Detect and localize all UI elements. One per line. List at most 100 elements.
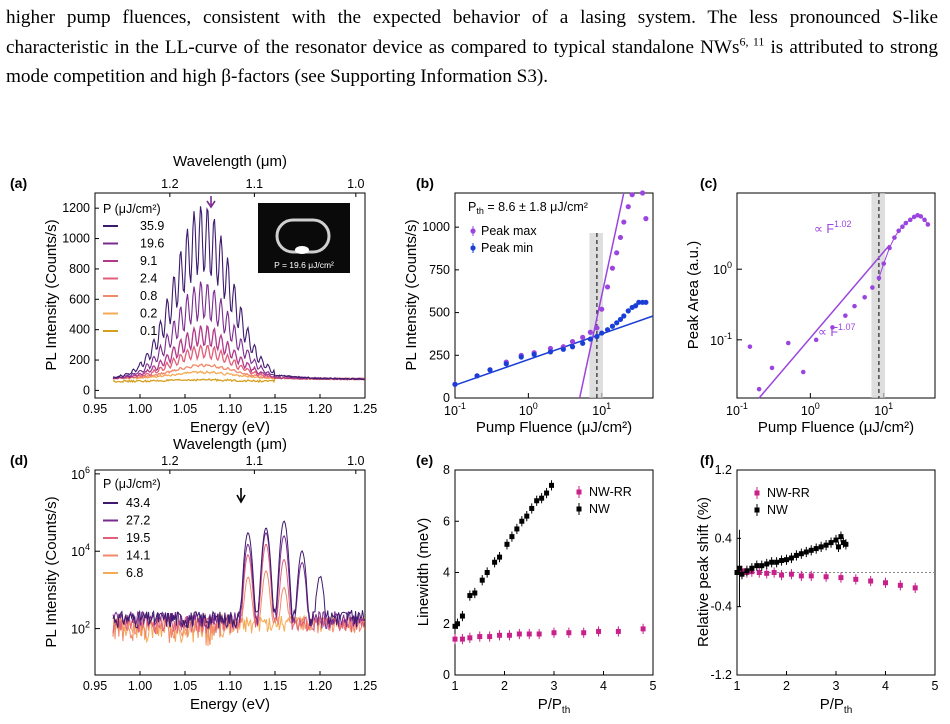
c-data-point (769, 365, 775, 371)
f-data-point (818, 544, 824, 550)
d-top-xlabel: Wavelength (μm) (173, 436, 287, 453)
f-data-point (749, 565, 755, 571)
b-xtick-label: 100 (519, 401, 538, 418)
d-ytick-label: 104 (71, 542, 90, 559)
b-data-point (629, 192, 635, 198)
b-ytick-label: 0 (443, 391, 450, 405)
d-legend-entry: 19.5 (126, 531, 150, 545)
e-data-point (497, 554, 503, 560)
e-data-point (472, 590, 478, 596)
b-data-point (643, 216, 649, 222)
b-data-point (599, 330, 605, 336)
d-top-tick-label: 1.1 (246, 454, 263, 468)
e-data-point (529, 505, 535, 511)
f-xtick-label: 5 (932, 679, 939, 693)
b-ytick-label: 1000 (422, 220, 450, 234)
e-ytick-label: 0 (443, 668, 450, 682)
e-xlabel: P/Pth (538, 696, 571, 716)
b-xtick-label: 10-1 (444, 401, 466, 418)
f-data-point (764, 561, 770, 567)
a-legend-title: P (μJ/cm²) (103, 202, 161, 216)
a-xtick-label: 1.15 (263, 402, 287, 416)
c-data-point (785, 340, 791, 346)
f-data-point (736, 565, 742, 571)
f-xtick-label: 2 (783, 679, 790, 693)
e-ytick-label: 8 (443, 463, 450, 477)
a-top-tick-label: 1.0 (347, 177, 364, 191)
d-xtick-label: 1.15 (263, 679, 287, 693)
f-data-point (838, 575, 844, 581)
f-data-point (744, 568, 750, 574)
f-data-point (756, 570, 762, 575)
b-data-point (609, 265, 616, 271)
a-xtick-label: 0.95 (83, 402, 107, 416)
b-data-point (609, 323, 616, 329)
e-data-point (640, 626, 646, 632)
d-xtick-label: 1.25 (353, 679, 377, 693)
c-data-line (878, 214, 929, 279)
b-data-point (614, 320, 620, 326)
e-data-point (479, 577, 485, 583)
b-data-point (474, 373, 480, 379)
b-data-point (503, 361, 509, 367)
panel-label-c: (c) (700, 175, 717, 191)
e-data-point (516, 631, 522, 637)
b-legend-entry: Peak min (481, 241, 533, 255)
frame-b (454, 192, 654, 399)
e-data-point (596, 628, 602, 634)
e-legend-entry: NW (589, 502, 610, 516)
e-data-point (459, 636, 465, 642)
f-data-point (788, 571, 794, 577)
e-ytick-label: 2 (443, 617, 450, 631)
c-xtick-label: 100 (801, 401, 820, 418)
a-xtick-label: 1.10 (218, 402, 242, 416)
a-xlabel: Energy (eV) (190, 419, 270, 436)
b-threshold-band (589, 233, 603, 398)
f-data-point (843, 541, 849, 547)
e-data-point (526, 631, 532, 637)
b-data-point (531, 351, 537, 358)
e-ytick-label: 6 (443, 514, 450, 528)
f-data-point (798, 551, 804, 557)
inset-label: P = 19.6 μJ/cm² (274, 260, 334, 270)
f-ylabel: Relative peak shift (%) (695, 497, 712, 647)
b-data-point (452, 381, 458, 387)
a-series-line (112, 206, 365, 381)
f-data-point (828, 540, 834, 546)
f-data-point (868, 578, 874, 584)
b-data-point (547, 349, 554, 355)
a-ytick-label: 1000 (62, 232, 90, 246)
b-data-point (569, 344, 576, 350)
d-xtick-label: 1.20 (308, 679, 332, 693)
b-data-point (625, 308, 631, 314)
e-data-point (615, 628, 621, 634)
a-ytick-label: 0 (83, 383, 90, 397)
d-series-line (112, 532, 365, 630)
e-data-point (519, 518, 525, 524)
e-data-point (497, 632, 503, 638)
e-xtick-label: 1 (452, 679, 459, 693)
d-top-tick-label: 1.0 (347, 454, 364, 468)
a-legend-entry: 0.8 (140, 289, 157, 303)
a-legend-entry: 35.9 (140, 219, 164, 233)
a-legend-entry: 2.4 (140, 272, 157, 286)
f-data-point (823, 542, 829, 548)
body-paragraph: higher pump fluences, consistent with th… (6, 3, 938, 92)
b-data-point (617, 316, 624, 323)
f-data-point (734, 570, 740, 575)
a-xtick-label: 1.00 (128, 402, 152, 416)
e-data-point (524, 513, 530, 519)
inset-image (258, 203, 350, 273)
e-data-point (509, 534, 515, 540)
b-data-point (587, 329, 593, 335)
d-series-line (112, 520, 365, 630)
a-xtick-label: 1.05 (173, 402, 197, 416)
a-top-tick-label: 1.2 (161, 177, 178, 191)
e-data-point (514, 526, 520, 532)
b-data-point (594, 333, 600, 340)
f-data-point (771, 570, 777, 575)
inset-hotspot (295, 246, 309, 254)
b-data-point (636, 299, 642, 305)
f-data-point (784, 557, 789, 563)
b-fit-high (578, 192, 625, 399)
